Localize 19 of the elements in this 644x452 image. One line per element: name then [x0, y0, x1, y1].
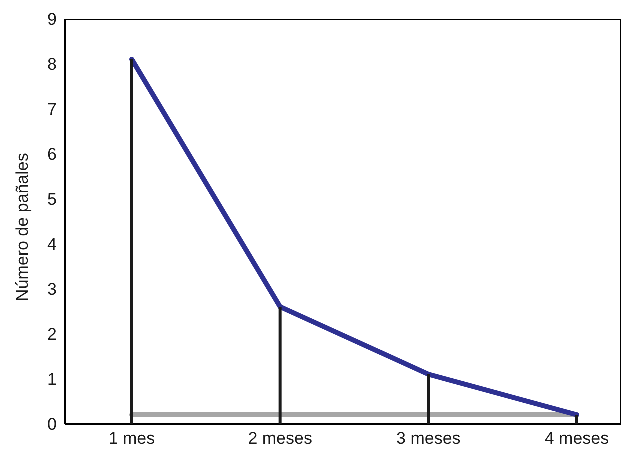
y-tick-label: 9 — [48, 10, 57, 30]
x-tick-label: 3 meses — [396, 429, 461, 448]
y-tick-label: 6 — [48, 145, 57, 164]
y-tick-label: 0 — [48, 415, 57, 434]
bar — [278, 307, 282, 424]
x-tick-label: 1 mes — [108, 429, 156, 448]
bar — [130, 60, 134, 424]
y-tick-label: 7 — [48, 100, 57, 120]
y-tick-label: 1 — [48, 370, 57, 390]
y-tick-label: 8 — [48, 55, 57, 74]
x-tick-label: 2 meses — [248, 429, 312, 448]
y-tick-label: 5 — [48, 190, 57, 210]
bar — [576, 415, 578, 424]
y-tick-label: 4 — [48, 235, 57, 254]
bar — [427, 374, 430, 424]
x-tick-label: 4 meses — [544, 429, 610, 448]
y-tick-label: 2 — [48, 325, 57, 344]
y-tick-label: 3 — [48, 280, 57, 300]
y-axis-title: Número de pañales — [13, 153, 32, 302]
